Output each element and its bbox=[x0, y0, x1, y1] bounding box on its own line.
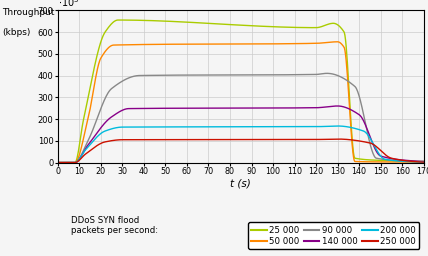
200 000 bbox=[221, 125, 226, 129]
140 000 bbox=[271, 106, 276, 110]
90 000 bbox=[331, 73, 336, 76]
250 000 bbox=[300, 138, 305, 141]
200 000 bbox=[421, 161, 426, 164]
200 000 bbox=[55, 161, 60, 164]
140 000 bbox=[331, 105, 336, 108]
50 000 bbox=[421, 161, 426, 164]
25 000 bbox=[221, 23, 226, 26]
Line: 140 000: 140 000 bbox=[58, 106, 424, 163]
200 000 bbox=[331, 124, 336, 127]
90 000 bbox=[421, 160, 426, 163]
200 000 bbox=[149, 125, 155, 129]
250 000 bbox=[149, 138, 155, 141]
140 000 bbox=[55, 161, 60, 164]
200 000 bbox=[271, 125, 276, 128]
50 000 bbox=[149, 43, 155, 46]
140 000 bbox=[221, 106, 226, 110]
250 000 bbox=[421, 161, 426, 164]
90 000 bbox=[271, 73, 276, 76]
25 000 bbox=[55, 161, 60, 164]
Text: $\cdot 10^3$: $\cdot 10^3$ bbox=[58, 0, 79, 9]
140 000 bbox=[149, 107, 155, 110]
90 000 bbox=[120, 79, 125, 82]
Line: 90 000: 90 000 bbox=[58, 73, 424, 163]
250 000 bbox=[221, 138, 226, 141]
25 000 bbox=[421, 160, 426, 163]
250 000 bbox=[335, 137, 340, 141]
90 000 bbox=[221, 73, 226, 77]
Line: 200 000: 200 000 bbox=[58, 126, 424, 163]
Text: (kbps): (kbps) bbox=[2, 28, 30, 37]
Text: DDoS SYN flood
packets per second:: DDoS SYN flood packets per second: bbox=[71, 216, 158, 235]
90 000 bbox=[149, 74, 155, 77]
50 000 bbox=[331, 40, 336, 44]
Text: Throughput: Throughput bbox=[2, 8, 55, 17]
25 000 bbox=[271, 25, 276, 28]
25 000 bbox=[116, 18, 121, 22]
250 000 bbox=[331, 137, 336, 141]
25 000 bbox=[150, 19, 155, 22]
250 000 bbox=[55, 161, 60, 164]
50 000 bbox=[221, 42, 226, 46]
Line: 250 000: 250 000 bbox=[58, 139, 424, 163]
50 000 bbox=[55, 161, 60, 164]
50 000 bbox=[120, 43, 125, 46]
250 000 bbox=[120, 138, 125, 141]
140 000 bbox=[421, 160, 426, 163]
90 000 bbox=[55, 161, 60, 164]
Line: 25 000: 25 000 bbox=[58, 20, 424, 163]
25 000 bbox=[300, 26, 305, 29]
Legend: 25 000, 50 000, 90 000, 140 000, 200 000, 250 000: 25 000, 50 000, 90 000, 140 000, 200 000… bbox=[248, 222, 419, 249]
25 000 bbox=[331, 22, 336, 25]
50 000 bbox=[271, 42, 276, 45]
140 000 bbox=[120, 109, 125, 112]
X-axis label: t (s): t (s) bbox=[230, 178, 251, 188]
50 000 bbox=[335, 40, 340, 43]
250 000 bbox=[271, 138, 276, 141]
140 000 bbox=[335, 104, 340, 108]
140 000 bbox=[300, 106, 305, 109]
90 000 bbox=[300, 73, 305, 76]
Line: 50 000: 50 000 bbox=[58, 42, 424, 163]
50 000 bbox=[300, 42, 305, 45]
200 000 bbox=[300, 125, 305, 128]
200 000 bbox=[120, 125, 125, 129]
200 000 bbox=[335, 124, 340, 127]
90 000 bbox=[324, 72, 329, 75]
25 000 bbox=[121, 18, 126, 22]
